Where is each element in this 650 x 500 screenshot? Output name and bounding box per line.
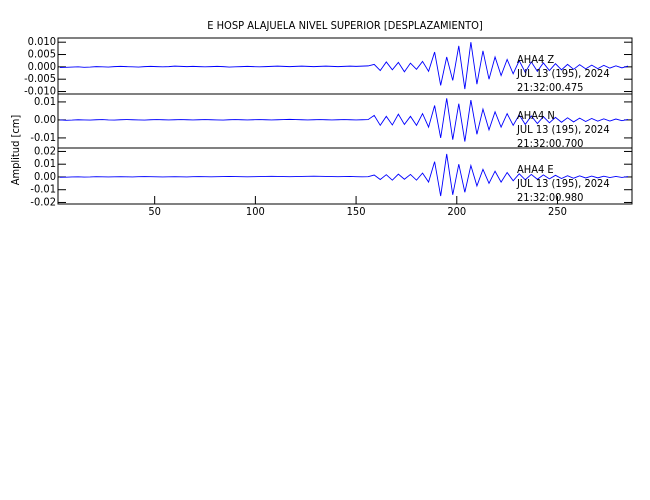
y-tick-label: -0.01 [30,183,56,196]
x-tick-label: 200 [447,205,466,218]
y-tick-label: 0.00 [34,113,56,126]
annotation: 21:32:00.980 [517,191,583,204]
legend-label: AHA4 E [517,163,554,176]
y-tick-label: 0.01 [34,95,56,108]
x-tick-label: 50 [148,205,161,218]
y-tick-label: -0.005 [24,72,56,85]
x-tick-label: 150 [347,205,366,218]
y-axis-label: Amplitud [cm] [9,115,22,186]
x-tick-label: 250 [548,205,567,218]
y-tick-label: 0.02 [34,144,56,157]
y-tick-label: 0.005 [28,48,56,61]
trace-line [59,42,629,90]
x-tick-label: 100 [246,205,265,218]
y-tick-label: -0.01 [30,131,56,144]
chart-title: E HOSP ALAJUELA NIVEL SUPERIOR [DESPLAZA… [207,19,483,32]
legend-label: AHA4 N [517,109,555,122]
y-tick-label: -0.02 [30,195,56,208]
y-tick-label: 0.01 [34,157,56,170]
annotation: JUL 13 (195), 2024 [516,177,610,190]
panel-frame [57,147,633,205]
annotation: JUL 13 (195), 2024 [516,67,610,80]
y-tick-label: 0.00 [34,170,56,183]
y-tick-label: 0.000 [28,60,56,73]
annotation: 21:32:00.700 [517,137,583,150]
trace-line [59,98,629,142]
annotation: 21:32:00.475 [517,81,583,94]
annotation: JUL 13 (195), 2024 [516,123,610,136]
y-tick-label: -0.010 [24,85,56,98]
y-tick-label: 0.010 [28,35,56,48]
legend-label: AHA4 Z [517,53,554,66]
trace-line [60,153,629,197]
